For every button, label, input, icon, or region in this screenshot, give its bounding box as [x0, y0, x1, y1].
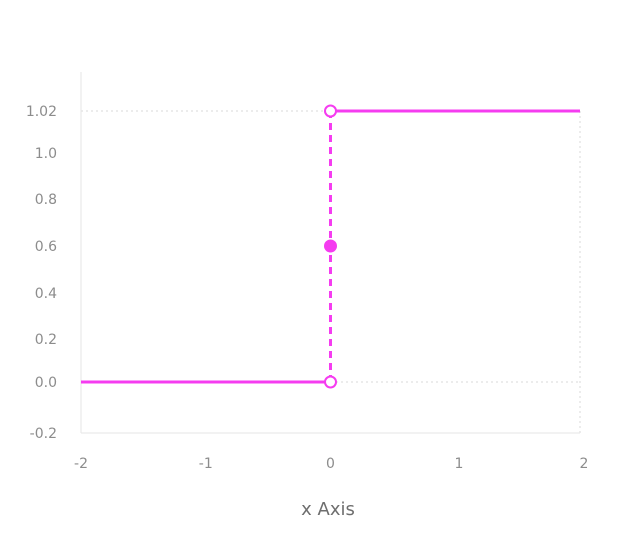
x-axis-title: x Axis — [301, 499, 355, 520]
x-tick-label: -2 — [74, 456, 88, 472]
y-tick-label: 0.8 — [35, 192, 57, 208]
step-series — [81, 104, 580, 389]
x-tick-labels: -2 -1 0 1 2 — [74, 456, 588, 472]
x-tick-label: 1 — [455, 456, 464, 472]
y-tick-label: 0.2 — [35, 332, 57, 348]
y-tick-label: 1.0 — [35, 146, 57, 162]
y-tick-label: 0.4 — [35, 286, 57, 302]
x-tick-label: -1 — [199, 456, 213, 472]
y-tick-label: -0.2 — [30, 426, 57, 442]
filled-point — [324, 239, 337, 253]
y-tick-labels: -0.2 0.0 0.2 0.4 0.6 0.8 1.0 1.02 — [26, 104, 57, 442]
x-tick-label: 2 — [580, 456, 589, 472]
axes — [80, 72, 580, 434]
y-tick-label: 0.6 — [35, 239, 57, 255]
y-tick-label: 1.02 — [26, 104, 57, 120]
y-tick-label: 0.0 — [35, 375, 57, 391]
open-point — [324, 104, 337, 118]
x-tick-label: 0 — [326, 456, 335, 472]
open-point — [324, 375, 337, 389]
